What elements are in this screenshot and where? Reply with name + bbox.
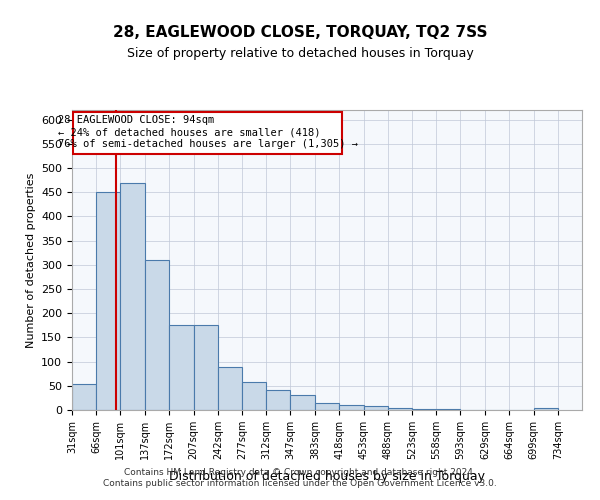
Bar xyxy=(96,192,121,410)
Bar xyxy=(72,384,96,410)
Text: Size of property relative to detached houses in Torquay: Size of property relative to detached ho… xyxy=(127,48,473,60)
Bar xyxy=(290,396,314,410)
Bar xyxy=(145,260,169,410)
Bar xyxy=(533,408,558,410)
Bar xyxy=(364,406,388,410)
Bar xyxy=(218,368,242,410)
X-axis label: Distribution of detached houses by size in Torquay: Distribution of detached houses by size … xyxy=(169,470,485,484)
Text: Contains HM Land Registry data © Crown copyright and database right 2024.
Contai: Contains HM Land Registry data © Crown c… xyxy=(103,468,497,487)
Text: 28 EAGLEWOOD CLOSE: 94sqm
← 24% of detached houses are smaller (418)
76% of semi: 28 EAGLEWOOD CLOSE: 94sqm ← 24% of detac… xyxy=(58,116,358,148)
Bar xyxy=(121,182,145,410)
Bar xyxy=(315,402,340,410)
Bar xyxy=(169,326,194,410)
Bar xyxy=(242,382,266,410)
Bar xyxy=(388,408,412,410)
Bar xyxy=(436,409,460,410)
Bar xyxy=(412,408,436,410)
Bar xyxy=(194,326,218,410)
Text: 28, EAGLEWOOD CLOSE, TORQUAY, TQ2 7SS: 28, EAGLEWOOD CLOSE, TORQUAY, TQ2 7SS xyxy=(113,25,487,40)
Bar xyxy=(340,405,364,410)
Y-axis label: Number of detached properties: Number of detached properties xyxy=(26,172,35,348)
FancyBboxPatch shape xyxy=(73,112,342,154)
Bar xyxy=(266,390,290,410)
